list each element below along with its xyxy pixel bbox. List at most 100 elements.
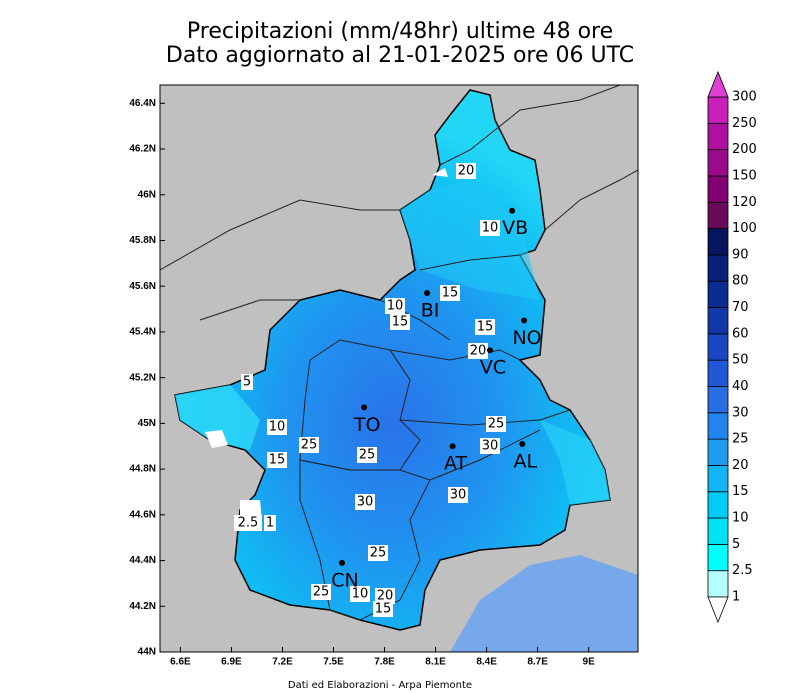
contour-label: 25 xyxy=(370,546,387,561)
city-label: TO xyxy=(353,414,381,436)
contour-label: 20 xyxy=(377,589,394,604)
colorbar-band xyxy=(707,307,729,335)
contour-label: 10 xyxy=(269,420,286,435)
contour-label: 30 xyxy=(482,439,499,454)
contour-label-box xyxy=(486,416,506,432)
colorbar-band xyxy=(707,570,729,598)
city-dot xyxy=(487,347,494,354)
city-dot xyxy=(519,440,526,447)
y-tick-label: 44N xyxy=(138,647,156,658)
city-dot xyxy=(521,317,528,324)
y-tick-label: 45N xyxy=(138,418,156,429)
colorbar-band xyxy=(707,96,729,124)
colorbar-band xyxy=(707,359,729,387)
contour-label-box xyxy=(350,586,370,602)
colorbar-label: 30 xyxy=(732,405,749,420)
city-dot xyxy=(449,443,456,450)
map-title: Precipitazioni (mm/48hr) ultime 48 ore xyxy=(187,19,613,44)
contour-label: 10 xyxy=(387,299,404,314)
colorbar-label: 300 xyxy=(732,90,757,105)
contour-label: 25 xyxy=(359,448,376,463)
colorbar-under xyxy=(707,596,729,624)
map-subtitle: Dato aggiornato al 21-01-2025 ore 06 UTC xyxy=(166,43,634,68)
city-dot xyxy=(361,404,368,411)
contour-label-box xyxy=(390,314,410,330)
x-tick-label: 7.8E xyxy=(374,657,395,668)
contour-label-box xyxy=(299,437,319,453)
contour-label: 30 xyxy=(357,495,374,510)
x-tick-label: 8.4E xyxy=(476,657,497,668)
contour-label: 10 xyxy=(352,587,369,602)
x-tick-label: 8.1E xyxy=(425,657,446,668)
x-tick-label: 7.5E xyxy=(323,657,344,668)
colorbar-label: 20 xyxy=(732,458,749,473)
contour-label: 15 xyxy=(375,602,392,617)
contour-label-box xyxy=(475,319,495,335)
contour-label-box xyxy=(480,438,500,454)
colorbar-label: 100 xyxy=(732,221,757,236)
contour-label-box xyxy=(480,220,500,236)
y-tick-label: 44.8N xyxy=(129,464,156,475)
sea xyxy=(450,555,638,652)
colorbar-label: 10 xyxy=(732,511,749,526)
borders xyxy=(160,85,638,621)
city-dot xyxy=(339,559,346,566)
colorbar-band xyxy=(707,438,729,466)
colorbar-label: 200 xyxy=(732,142,757,157)
colorbar-band xyxy=(707,201,729,229)
colorbar-label: 15 xyxy=(732,484,749,499)
city-label: NO xyxy=(512,327,541,349)
contour-label: 20 xyxy=(470,344,487,359)
city-label: BI xyxy=(421,300,440,322)
city-label: AT xyxy=(444,453,468,475)
colorbar-band xyxy=(707,228,729,256)
colorbar-label: 90 xyxy=(732,247,749,262)
y-tick-label: 46.2N xyxy=(129,144,156,155)
contour-label: 25 xyxy=(301,438,318,453)
contour-label-box xyxy=(375,588,395,604)
x-tick-label: 6.6E xyxy=(170,657,191,668)
colorbar-band xyxy=(707,465,729,493)
colorbar-label: 120 xyxy=(732,195,757,210)
contour-label-box xyxy=(311,584,331,600)
frame xyxy=(159,84,639,653)
contour-label-box xyxy=(385,298,405,314)
colorbar-label: 60 xyxy=(732,326,749,341)
colorbar-label: 150 xyxy=(732,168,757,183)
map-area xyxy=(160,85,638,652)
colorbar-band xyxy=(707,175,729,203)
y-tick-label: 45.8N xyxy=(129,235,156,246)
contour-label: 20 xyxy=(458,164,475,179)
x-tick-label: 6.9E xyxy=(221,657,242,668)
light-patch xyxy=(400,180,540,300)
colorbar-band xyxy=(707,386,729,414)
contour-label-box xyxy=(456,163,476,179)
colorbar-over xyxy=(707,70,729,98)
y-tick-label: 45.6N xyxy=(129,281,156,292)
colorbar-label: 80 xyxy=(732,274,749,289)
contour-label: 25 xyxy=(313,585,330,600)
city-label: VC xyxy=(480,357,506,379)
colorbar-label: 25 xyxy=(732,432,749,447)
colorbar-label: 70 xyxy=(732,300,749,315)
contour-label-box xyxy=(234,515,262,531)
footer: Dati ed Elaborazioni - Arpa Piemonte xyxy=(288,680,472,691)
colorbar-label: 5 xyxy=(732,537,740,552)
contour-label-box xyxy=(241,374,253,390)
y-tick-label: 45.2N xyxy=(129,372,156,383)
contour-label-box xyxy=(355,494,375,510)
x-tick-label: 7.2E xyxy=(272,657,293,668)
colorbar-label: 50 xyxy=(732,353,749,368)
contour-label-box xyxy=(448,487,468,503)
white-patch xyxy=(432,168,448,177)
colorbar-label: 40 xyxy=(732,379,749,394)
city-dot xyxy=(424,290,431,297)
x-tick-label: 8.7E xyxy=(527,657,548,668)
contour-label: 5 xyxy=(243,375,251,390)
colorbar-band xyxy=(707,280,729,308)
city-label: VB xyxy=(502,217,528,239)
city-dot xyxy=(509,207,516,214)
colorbar-band xyxy=(707,149,729,177)
colorbar-band xyxy=(707,543,729,572)
